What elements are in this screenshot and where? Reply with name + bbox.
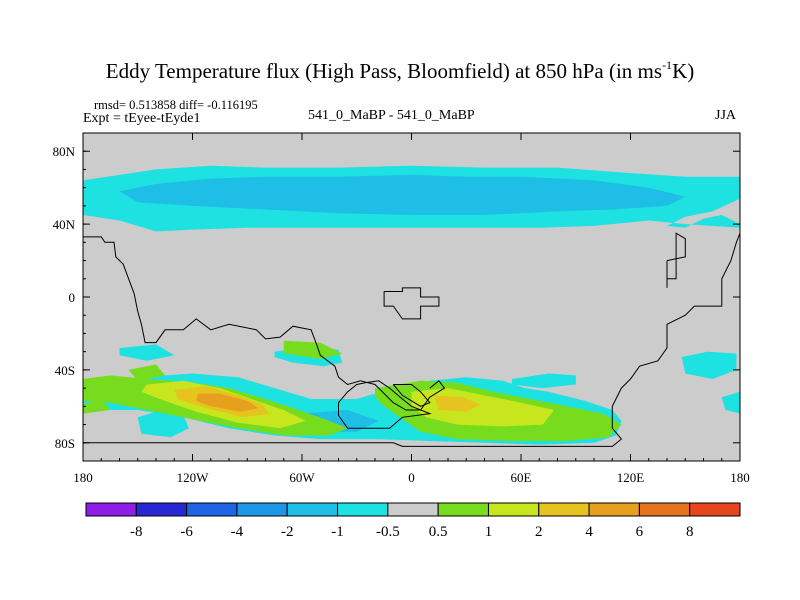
colorbar-swatch xyxy=(689,502,741,517)
x-tick-label: 120W xyxy=(177,470,210,485)
coastline-segment xyxy=(383,287,440,320)
colorbar-label: -0.5 xyxy=(376,524,400,540)
contour-region--0.5 xyxy=(119,344,175,361)
colorbar-label: -6 xyxy=(180,524,193,540)
y-tick-label: 80N xyxy=(53,144,76,159)
x-tick-label: 0 xyxy=(408,470,415,485)
y-tick-label: 80S xyxy=(55,436,75,451)
colorbar-swatch xyxy=(487,502,540,517)
colorbar-swatch xyxy=(236,502,288,517)
colorbar-label: -8 xyxy=(130,524,143,540)
colorbar-label: 0.5 xyxy=(429,524,448,540)
y-tick-label: 40S xyxy=(55,363,75,378)
coastline-segment xyxy=(83,233,740,447)
contour-region-0.5 xyxy=(128,364,166,381)
coastline-segment xyxy=(392,384,431,407)
contour-region--0.5 xyxy=(681,351,737,379)
colorbar-label: -1 xyxy=(331,524,344,540)
contour-region-0.5 xyxy=(283,340,343,359)
contour-region-4 xyxy=(196,393,259,412)
x-tick-label: 180 xyxy=(730,470,750,485)
colorbar-swatch xyxy=(588,502,640,517)
colorbar: -8 -6 -4 -2 -1 -0.5 0.5 1 2 4 6 8 xyxy=(85,502,741,540)
colorbar-swatch xyxy=(437,502,489,517)
coastline-segment xyxy=(338,380,432,429)
experiment-label: Expt = tEyee-tEyde1 xyxy=(83,111,201,126)
colorbar-swatch xyxy=(186,502,238,517)
colorbar-swatch xyxy=(135,502,188,517)
colorbar-swatch xyxy=(638,502,691,517)
contour-region--1 xyxy=(119,174,686,215)
colorbar-label: -2 xyxy=(281,524,294,540)
chart-title: Eddy Temperature flux (High Pass, Bloomf… xyxy=(105,58,695,83)
colorbar-label: 6 xyxy=(636,524,644,540)
run-comparison-label: 541_0_MaBP - 541_0_MaBP xyxy=(308,108,475,123)
y-tick-label: 0 xyxy=(69,290,76,305)
contour-region--0.5 xyxy=(511,373,576,389)
contour-region--0.5 xyxy=(721,391,740,414)
colorbar-swatch xyxy=(538,502,590,517)
x-tick-label: 120E xyxy=(617,470,645,485)
colorbar-label: -4 xyxy=(231,524,244,540)
colorbar-label: 1 xyxy=(485,524,493,540)
contour-region--0.5 xyxy=(137,411,189,438)
colorbar-label: 4 xyxy=(585,524,593,540)
contour-region-2 xyxy=(433,395,481,412)
contour-region-0.5 xyxy=(83,399,111,414)
contour-fills xyxy=(83,165,740,445)
y-tick-label: 40N xyxy=(53,217,76,232)
colorbar-swatch xyxy=(387,502,439,517)
coastline-segment xyxy=(83,236,446,411)
colorbar-swatch xyxy=(337,502,389,517)
stats-line: rmsd= 0.513858 diff= -0.116195 xyxy=(94,98,258,112)
season-label: JJA xyxy=(715,108,737,123)
x-tick-label: 60E xyxy=(511,470,532,485)
coastlines xyxy=(83,232,740,447)
x-tick-label: 180 xyxy=(73,470,93,485)
axis-ticks: 180 120W 60W 0 60E 120E 180 80N 40N 0 40S 80S xyxy=(53,132,750,485)
colorbar-swatch xyxy=(85,502,137,517)
colorbar-swatch xyxy=(286,502,339,517)
colorbar-label: 8 xyxy=(686,524,694,540)
colorbar-label: 2 xyxy=(535,524,543,540)
x-tick-label: 60W xyxy=(289,470,315,485)
